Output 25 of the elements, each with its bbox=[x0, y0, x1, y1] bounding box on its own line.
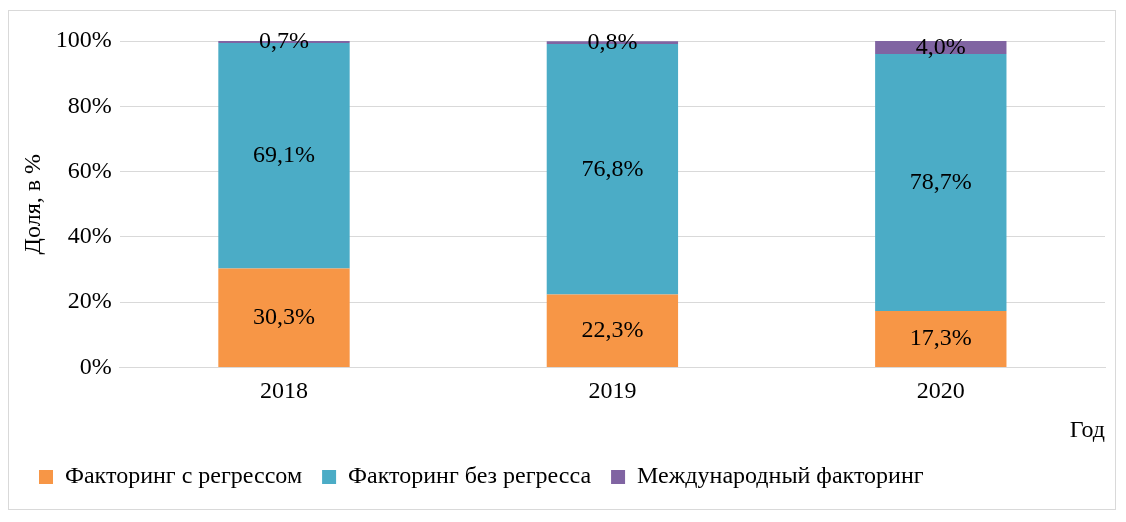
bar bbox=[546, 294, 679, 367]
y-tick-label: 60% bbox=[67, 156, 112, 183]
data-label: 69,1% bbox=[252, 141, 315, 168]
data-label: 0,7% bbox=[258, 27, 309, 54]
bar bbox=[218, 268, 350, 367]
x-tick-label: 2019 bbox=[588, 377, 637, 404]
data-label: 76,8% bbox=[581, 154, 644, 181]
y-axis-title: Доля, в % bbox=[18, 154, 45, 255]
y-tick-label: 40% bbox=[67, 222, 112, 249]
legend-label: Международный факторинг bbox=[637, 462, 924, 489]
x-axis-title: Год bbox=[1069, 415, 1105, 442]
data-label: 4,0% bbox=[915, 32, 966, 59]
y-tick-label: 100% bbox=[55, 26, 112, 53]
data-label: 78,7% bbox=[909, 167, 972, 194]
data-label: 17,3% bbox=[909, 324, 972, 351]
y-tick-label: 80% bbox=[67, 91, 112, 118]
x-tick-label: 2018 bbox=[259, 377, 308, 404]
y-tick-label: 0% bbox=[79, 352, 112, 379]
legend-label: Факторинг без регресса bbox=[348, 462, 592, 489]
data-label: 30,3% bbox=[252, 303, 315, 329]
legend-label: Факторинг с регрессом bbox=[65, 462, 303, 489]
y-tick-label: 20% bbox=[67, 287, 112, 314]
bar bbox=[875, 310, 1007, 367]
data-label: 22,3% bbox=[581, 316, 644, 343]
x-tick-label: 2020 bbox=[916, 377, 965, 404]
